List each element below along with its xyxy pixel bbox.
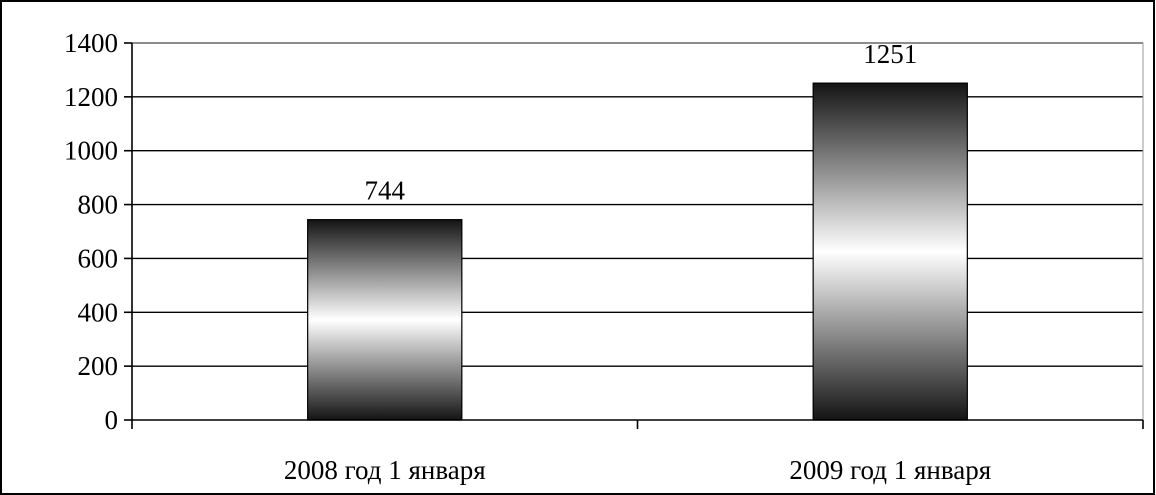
- y-tick-label: 200: [78, 351, 119, 381]
- bar: [307, 219, 463, 421]
- data-label: 744: [365, 176, 406, 206]
- axes: [124, 42, 1144, 429]
- data-labels: 744 1251: [365, 39, 918, 206]
- y-tick-label: 0: [105, 405, 119, 435]
- y-tick-label: 1400: [64, 28, 118, 58]
- y-tick-label: 1200: [64, 82, 118, 112]
- y-tick-label: 600: [78, 243, 119, 273]
- category-label: 2009 год 1 января: [789, 455, 991, 485]
- y-tick-labels: 0 200 400 600 800 1000 1200 1400: [64, 28, 118, 435]
- category-labels: 2008 год 1 января 2009 год 1 января: [284, 455, 991, 485]
- bars: [307, 82, 968, 421]
- bar: [812, 82, 968, 421]
- category-label: 2008 год 1 января: [284, 455, 486, 485]
- y-tick-label: 1000: [64, 136, 118, 166]
- y-tick-label: 800: [78, 190, 119, 220]
- y-tick-label: 400: [78, 297, 119, 327]
- data-label: 1251: [863, 39, 917, 69]
